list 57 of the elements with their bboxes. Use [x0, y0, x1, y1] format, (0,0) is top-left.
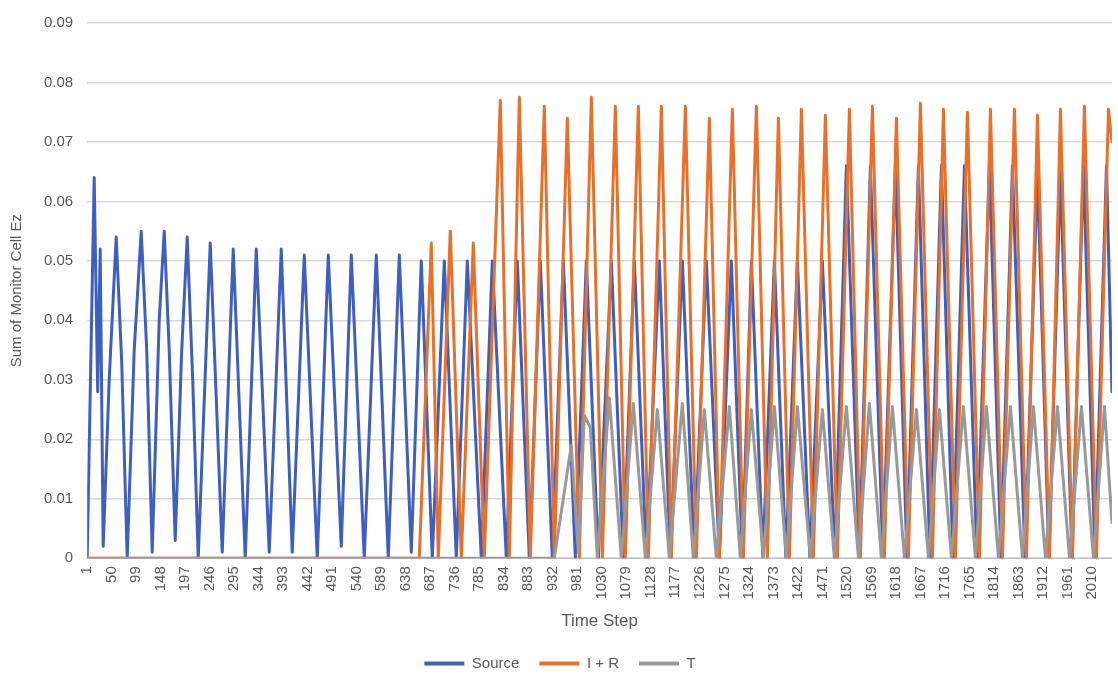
x-tick-label: 393	[273, 566, 291, 592]
x-tick-label: 883	[518, 566, 536, 592]
x-tick-label: 1716	[935, 566, 953, 600]
legend-label: T	[686, 653, 696, 671]
x-tick-label: 246	[199, 566, 217, 592]
x-tick-label: 491	[322, 566, 340, 592]
x-tick-label: 1520	[837, 566, 855, 600]
x-tick-label: 1814	[984, 566, 1002, 600]
y-tick-label: 0.08	[43, 72, 74, 90]
x-tick-label: 197	[175, 566, 193, 592]
x-tick-label: 1863	[1008, 566, 1026, 600]
x-tick-label: 1961	[1057, 566, 1075, 600]
y-tick-label: 0.02	[43, 429, 74, 447]
x-tick-label: 1	[77, 566, 95, 575]
x-tick-label: 1422	[788, 566, 806, 600]
x-tick-label: 1471	[812, 566, 830, 600]
y-tick-label: 0.03	[43, 369, 74, 387]
x-tick-label: 1079	[616, 566, 634, 600]
x-tick-label: 1177	[665, 566, 683, 599]
x-tick-label: 99	[126, 566, 144, 583]
y-tick-label: 0.04	[43, 310, 74, 328]
y-tick-label: 0.01	[43, 488, 74, 506]
x-tick-label: 442	[297, 566, 315, 592]
legend-label: Source	[471, 653, 520, 671]
y-tick-label: 0.07	[43, 132, 74, 150]
x-tick-label: 540	[346, 566, 364, 592]
x-tick-label: 1226	[690, 566, 707, 600]
x-tick-label: 687	[420, 566, 438, 592]
x-tick-label: 344	[248, 566, 266, 592]
x-tick-label: 1569	[861, 566, 879, 600]
x-tick-label: 736	[444, 566, 462, 592]
y-tick-label: 0.09	[43, 13, 74, 31]
legend-label: I + R	[586, 653, 620, 671]
x-tick-label: 1324	[739, 566, 757, 600]
x-tick-label: 1667	[910, 566, 928, 600]
y-tick-label: 0.05	[43, 251, 74, 269]
y-axis-title: Sum of Monitor Cell Ez	[7, 213, 25, 368]
x-tick-label: 1912	[1033, 566, 1051, 600]
x-tick-label: 1618	[886, 566, 904, 600]
x-tick-label: 834	[493, 566, 511, 592]
x-tick-label: 2010	[1082, 566, 1100, 600]
x-tick-label: 589	[371, 566, 389, 592]
x-tick-label: 1765	[959, 566, 977, 600]
x-tick-label: 1128	[640, 566, 658, 599]
y-tick-label: 0.06	[43, 191, 74, 209]
y-tick-label: 0	[64, 548, 74, 566]
x-tick-label: 295	[224, 566, 242, 592]
x-tick-label: 638	[395, 566, 413, 592]
x-tick-label: 148	[150, 566, 168, 592]
x-tick-label: 50	[101, 566, 119, 583]
x-tick-label: 981	[567, 566, 585, 592]
x-tick-label: 785	[469, 566, 487, 592]
x-tick-label: 1275	[714, 566, 732, 600]
x-tick-label: 1373	[763, 566, 781, 600]
x-tick-label: 932	[542, 566, 560, 592]
x-axis-title: Time Step	[561, 611, 638, 631]
x-tick-label: 1030	[591, 566, 609, 600]
